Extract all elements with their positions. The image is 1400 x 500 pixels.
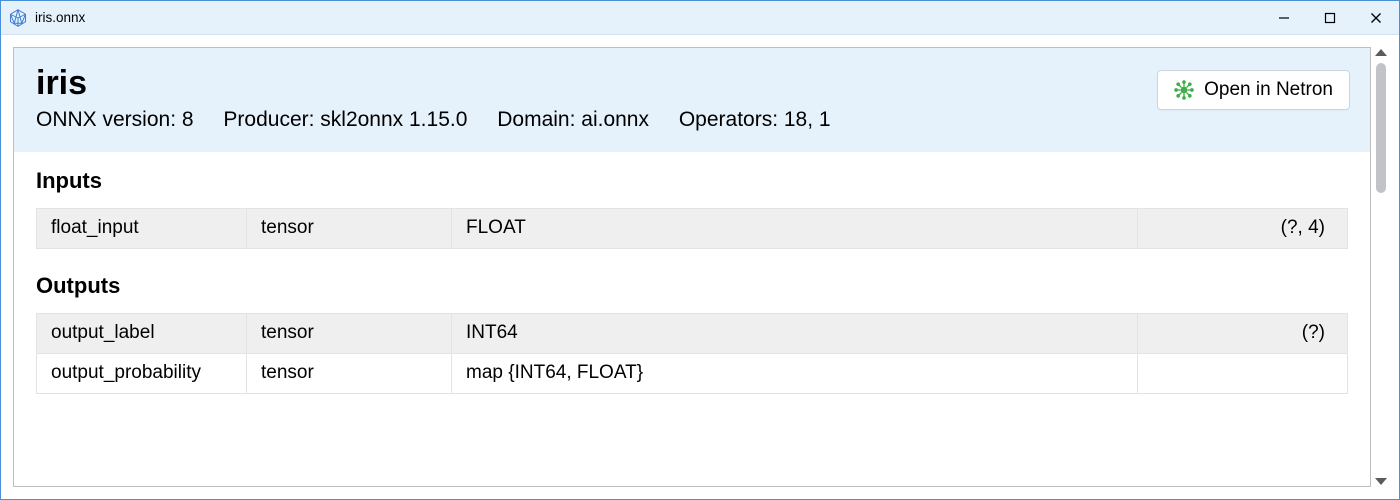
model-meta: ONNX version: 8 Producer: skl2onnx 1.15.…	[36, 108, 1348, 132]
io-kind: tensor	[247, 208, 452, 248]
model-name: iris	[36, 66, 1348, 102]
scroll-thumb[interactable]	[1376, 63, 1386, 193]
model-header: iris ONNX version: 8 Producer: skl2onnx …	[14, 48, 1370, 152]
open-in-netron-label: Open in Netron	[1204, 79, 1333, 101]
vertical-scrollbar[interactable]	[1375, 47, 1387, 487]
table-row: output_labeltensorINT64(?)	[37, 313, 1348, 353]
inputs-heading: Inputs	[36, 168, 1348, 194]
io-shape: (?, 4)	[1138, 208, 1348, 248]
meta-domain: Domain: ai.onnx	[497, 108, 649, 131]
inputs-table: float_inputtensorFLOAT(?, 4)	[36, 208, 1348, 249]
scroll-up-icon[interactable]	[1375, 49, 1387, 56]
io-kind: tensor	[247, 353, 452, 393]
outputs-table: output_labeltensorINT64(?)output_probabi…	[36, 313, 1348, 394]
titlebar: iris.onnx	[1, 1, 1399, 35]
io-shape: (?)	[1138, 313, 1348, 353]
io-type: FLOAT	[452, 208, 1138, 248]
meta-operators: Operators: 18, 1	[679, 108, 831, 131]
io-shape	[1138, 353, 1348, 393]
body-area: iris ONNX version: 8 Producer: skl2onnx …	[1, 35, 1399, 499]
io-kind: tensor	[247, 313, 452, 353]
outputs-section: Outputs output_labeltensorINT64(?)output…	[14, 257, 1370, 402]
inputs-section: Inputs float_inputtensorFLOAT(?, 4)	[14, 152, 1370, 257]
window-title: iris.onnx	[35, 10, 85, 25]
io-type: map {INT64, FLOAT}	[452, 353, 1138, 393]
meta-producer: Producer: skl2onnx 1.15.0	[223, 108, 467, 131]
io-name: output_probability	[37, 353, 247, 393]
outputs-heading: Outputs	[36, 273, 1348, 299]
table-row: output_probabilitytensormap {INT64, FLOA…	[37, 353, 1348, 393]
open-in-netron-button[interactable]: Open in Netron	[1157, 70, 1350, 110]
maximize-button[interactable]	[1307, 1, 1353, 35]
meta-onnx-version: ONNX version: 8	[36, 108, 194, 131]
netron-icon	[1174, 80, 1194, 100]
table-row: float_inputtensorFLOAT(?, 4)	[37, 208, 1348, 248]
io-name: float_input	[37, 208, 247, 248]
content-frame: iris ONNX version: 8 Producer: skl2onnx …	[13, 47, 1371, 487]
minimize-button[interactable]	[1261, 1, 1307, 35]
app-window: iris.onnx iris ONNX version: 8 Producer:…	[0, 0, 1400, 500]
io-name: output_label	[37, 313, 247, 353]
app-icon	[9, 9, 27, 27]
close-button[interactable]	[1353, 1, 1399, 35]
scroll-down-icon[interactable]	[1375, 478, 1387, 485]
io-type: INT64	[452, 313, 1138, 353]
